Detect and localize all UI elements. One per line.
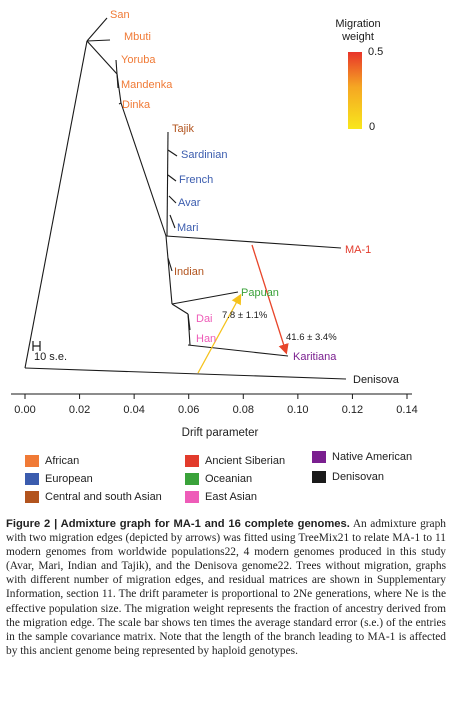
leaf-label-san: San xyxy=(110,9,130,21)
branch-main-4 xyxy=(165,235,173,305)
colorbar-title-line1: Migration xyxy=(335,18,380,30)
leaf-label-denisova: Denisova xyxy=(353,374,400,386)
branch-han xyxy=(187,313,191,346)
leaf-label-tajik: Tajik xyxy=(172,123,195,135)
scale-bar: 10 s.e. xyxy=(32,341,67,363)
leaf-label-han: Han xyxy=(196,333,216,345)
colorbar-gradient xyxy=(348,52,362,129)
legend-item: East Asian xyxy=(185,491,257,503)
caption-heading: Figure 2 | Admixture graph for MA-1 and … xyxy=(6,518,350,530)
legend-item: Central and south Asian xyxy=(25,491,162,503)
legend-label: Denisovan xyxy=(332,471,384,483)
legend-swatch xyxy=(185,473,199,485)
x-tick-label: 0.08 xyxy=(233,404,254,416)
legend-item: Denisovan xyxy=(312,471,384,483)
migration-weight-colorbar: Migration weight 0.5 0 xyxy=(335,18,383,133)
branch-dinka-node xyxy=(116,73,122,104)
legend-swatch xyxy=(25,455,39,467)
admixture-graph-figure: San Mbuti Yoruba Mandenka Dinka Tajik Sa… xyxy=(11,9,418,439)
legend-item: Native American xyxy=(312,451,412,463)
legend-item: Ancient Siberian xyxy=(185,455,285,467)
migration-weight-label-karitiana: 41.6 ± 3.4% xyxy=(286,332,337,343)
leaf-label-yoruba: Yoruba xyxy=(121,54,156,66)
leaf-labels: San Mbuti Yoruba Mandenka Dinka Tajik Sa… xyxy=(110,9,400,386)
branch-indian xyxy=(167,257,173,272)
branch-sardinian xyxy=(167,149,178,157)
migration-arrow-han-papuan xyxy=(197,293,242,374)
legend-label: Central and south Asian xyxy=(45,491,162,503)
branch-mbuti-node xyxy=(86,39,111,42)
leaf-label-indian: Indian xyxy=(174,266,204,278)
figure-caption: Figure 2 | Admixture graph for MA-1 and … xyxy=(6,517,446,658)
legend-swatch xyxy=(25,473,39,485)
x-tick-label: 0.10 xyxy=(287,404,308,416)
branch-ma1 xyxy=(165,235,342,249)
legend-label: European xyxy=(45,473,93,485)
branch-yoruba xyxy=(115,59,118,75)
branch-root-denisova xyxy=(24,367,347,380)
legend-swatch xyxy=(312,471,326,483)
leaf-label-karitiana: Karitiana xyxy=(293,351,337,363)
branch-mari xyxy=(169,214,176,229)
legend-label: Native American xyxy=(332,451,413,463)
branch-root-main xyxy=(24,40,88,369)
legend-item: African xyxy=(25,455,79,467)
legend-label: Oceanian xyxy=(205,473,253,485)
leaf-label-sardinian: Sardinian xyxy=(181,149,227,161)
leaf-label-mandenka: Mandenka xyxy=(121,79,173,91)
leaf-label-papuan: Papuan xyxy=(241,287,279,299)
leaf-label-dinka: Dinka xyxy=(122,99,151,111)
branch-papuan xyxy=(171,291,239,305)
caption-body: An admixture graph with two migration ed… xyxy=(6,518,447,657)
branch-french xyxy=(167,174,177,182)
migration-weight-label-papuan: 7.8 ± 1.1% xyxy=(222,310,268,321)
leaf-label-ma1: MA-1 xyxy=(345,244,371,256)
legend-swatch xyxy=(185,491,199,503)
x-tick-label: 0.12 xyxy=(342,404,363,416)
x-tick-label: 0.14 xyxy=(396,404,417,416)
leaf-label-dai: Dai xyxy=(196,313,213,325)
leaf-label-mbuti: Mbuti xyxy=(124,31,151,43)
leaf-label-avar: Avar xyxy=(178,197,201,209)
branch-main-2 xyxy=(86,40,118,75)
branch-eastasia xyxy=(171,303,189,315)
tree-branches xyxy=(24,17,347,380)
branch-karitiana xyxy=(187,344,289,357)
x-tick-label: 0.06 xyxy=(178,404,199,416)
population-legend: African European Central and south Asian An… xyxy=(0,446,452,516)
legend-label: East Asian xyxy=(205,491,257,503)
colorbar-title-line2: weight xyxy=(341,31,374,43)
branch-san xyxy=(86,17,108,42)
legend-item: Oceanian xyxy=(185,473,252,485)
leaf-label-mari: Mari xyxy=(177,222,198,234)
colorbar-min-label: 0 xyxy=(369,121,375,133)
legend-swatch xyxy=(185,455,199,467)
x-tick-label: 0.04 xyxy=(123,404,144,416)
x-tick-label: 0.02 xyxy=(69,404,90,416)
colorbar-max-label: 0.5 xyxy=(368,46,383,58)
legend-swatch xyxy=(312,451,326,463)
x-axis-label: Drift parameter xyxy=(182,427,259,439)
legend-label: African xyxy=(45,455,80,467)
scale-bar-label: 10 s.e. xyxy=(34,351,67,363)
x-tick-label: 0.00 xyxy=(14,404,35,416)
branch-tajik xyxy=(166,131,169,237)
branch-main-3 xyxy=(120,102,167,237)
migration-arrow-ma1-karitiana xyxy=(251,244,289,355)
branch-avar xyxy=(168,195,177,204)
x-axis: 0.00 0.02 0.04 0.06 0.08 0.10 0.12 0.14 Drift p… xyxy=(11,393,418,439)
leaf-label-french: French xyxy=(179,174,213,186)
legend-item: European xyxy=(25,473,93,485)
legend-label: Ancient Siberian xyxy=(205,455,286,467)
legend-swatch xyxy=(25,491,39,503)
